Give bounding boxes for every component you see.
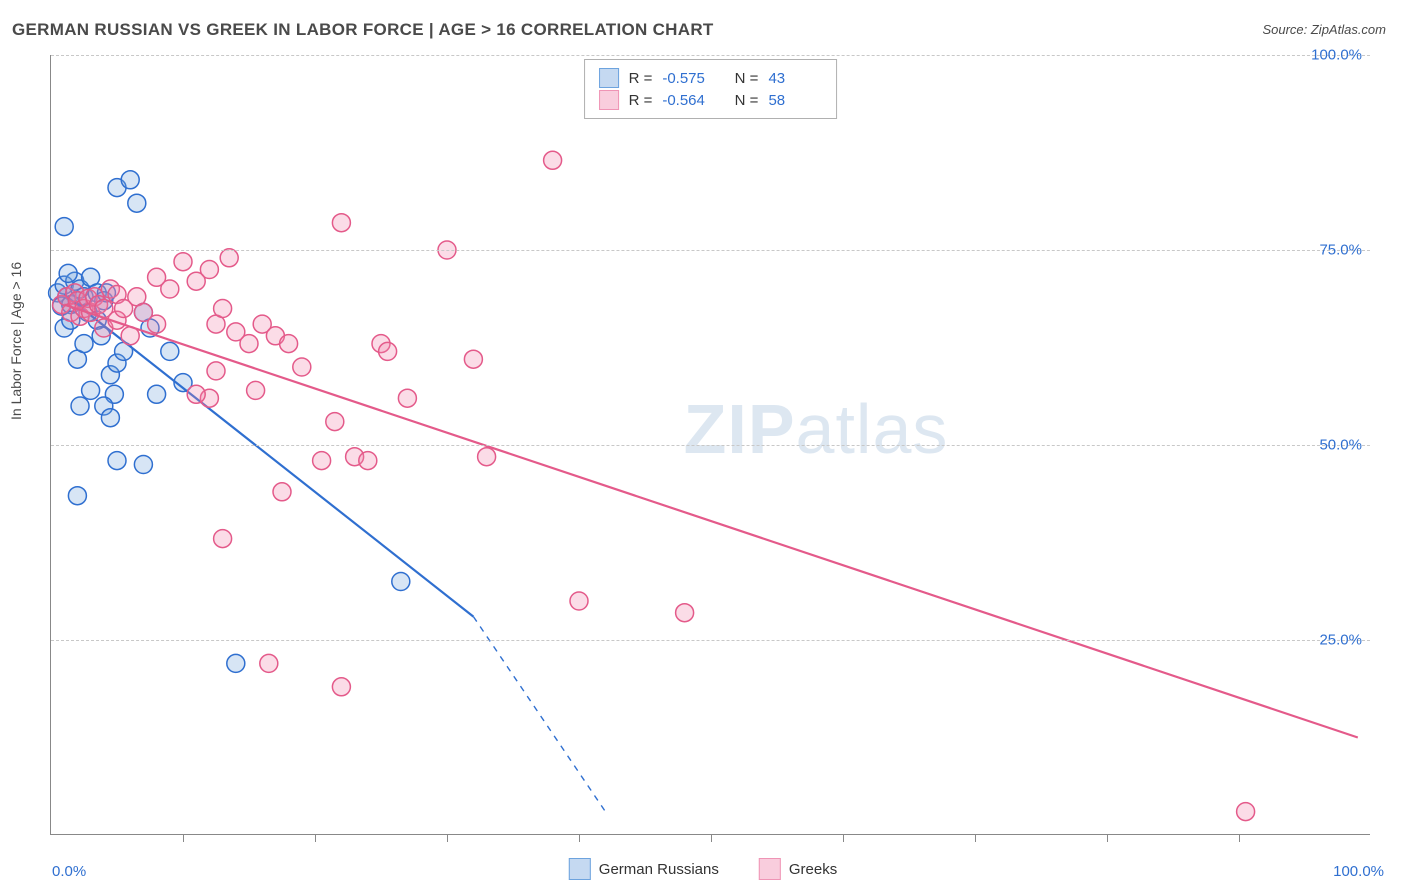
gridline: [51, 445, 1370, 446]
stats-row: R = -0.575 N = 43: [599, 68, 823, 88]
gridline: [51, 55, 1370, 56]
regression-line-extrapolated: [473, 617, 605, 812]
scatter-point: [392, 573, 410, 591]
scatter-point: [326, 413, 344, 431]
scatter-point: [214, 300, 232, 318]
scatter-point: [398, 389, 416, 407]
scatter-point: [260, 654, 278, 672]
x-tick-mark: [1107, 834, 1108, 842]
scatter-point: [544, 151, 562, 169]
scatter-point: [75, 335, 93, 353]
r-value: -0.575: [662, 70, 716, 87]
legend-swatch: [759, 858, 781, 880]
scatter-point: [108, 452, 126, 470]
x-tick-mark: [975, 834, 976, 842]
y-axis-label: In Labor Force | Age > 16: [8, 262, 24, 420]
scatter-point: [148, 385, 166, 403]
x-tick-mark: [315, 834, 316, 842]
scatter-point: [174, 253, 192, 271]
scatter-point: [379, 342, 397, 360]
series-swatch: [599, 68, 619, 88]
scatter-point: [71, 397, 89, 415]
x-tick-mark: [183, 834, 184, 842]
scatter-point: [200, 261, 218, 279]
stats-row: R = -0.564 N = 58: [599, 90, 823, 110]
scatter-point: [273, 483, 291, 501]
legend-item: German Russians: [569, 858, 719, 880]
scatter-point: [128, 194, 146, 212]
x-tick-mark: [447, 834, 448, 842]
x-tick-mark: [711, 834, 712, 842]
n-label: N =: [726, 92, 758, 109]
source-attribution: Source: ZipAtlas.com: [1262, 22, 1386, 37]
scatter-point: [187, 385, 205, 403]
series-legend: German Russians Greeks: [569, 858, 837, 880]
scatter-point: [247, 381, 265, 399]
r-label: R =: [629, 70, 653, 87]
legend-swatch: [569, 858, 591, 880]
scatter-point: [59, 264, 77, 282]
y-tick-label: 75.0%: [1319, 242, 1362, 259]
y-tick-label: 50.0%: [1319, 437, 1362, 454]
series-swatch: [599, 90, 619, 110]
n-value: 58: [768, 92, 822, 109]
y-tick-label: 100.0%: [1311, 47, 1362, 64]
scatter-point: [121, 171, 139, 189]
scatter-point: [332, 678, 350, 696]
x-tick-mark: [843, 834, 844, 842]
source-label: Source:: [1262, 22, 1310, 37]
scatter-point: [676, 604, 694, 622]
scatter-point: [359, 452, 377, 470]
gridline: [51, 250, 1370, 251]
scatter-point: [570, 592, 588, 610]
x-tick-mark: [579, 834, 580, 842]
scatter-point: [1237, 803, 1255, 821]
scatter-point: [148, 315, 166, 333]
scatter-point: [464, 350, 482, 368]
x-axis-min-label: 0.0%: [52, 863, 86, 880]
r-label: R =: [629, 92, 653, 109]
scatter-point: [161, 280, 179, 298]
correlation-stats-box: R = -0.575 N = 43R = -0.564 N = 58: [584, 59, 838, 119]
x-axis-max-label: 100.0%: [1333, 863, 1384, 880]
scatter-point: [134, 456, 152, 474]
r-value: -0.564: [662, 92, 716, 109]
scatter-point: [68, 487, 86, 505]
x-tick-mark: [1239, 834, 1240, 842]
legend-item: Greeks: [759, 858, 837, 880]
regression-line: [64, 305, 1358, 738]
scatter-point: [101, 409, 119, 427]
n-value: 43: [768, 70, 822, 87]
scatter-point: [280, 335, 298, 353]
gridline: [51, 640, 1370, 641]
plot-area: R = -0.575 N = 43R = -0.564 N = 58 ZIPat…: [50, 55, 1370, 835]
source-name: ZipAtlas.com: [1311, 22, 1386, 37]
y-tick-label: 25.0%: [1319, 632, 1362, 649]
scatter-point: [478, 448, 496, 466]
scatter-point: [207, 362, 225, 380]
scatter-point: [214, 530, 232, 548]
chart-title: GERMAN RUSSIAN VS GREEK IN LABOR FORCE |…: [12, 20, 714, 40]
scatter-point: [313, 452, 331, 470]
scatter-point: [332, 214, 350, 232]
legend-label: Greeks: [789, 861, 837, 878]
scatter-point: [161, 342, 179, 360]
n-label: N =: [726, 70, 758, 87]
scatter-point: [227, 654, 245, 672]
scatter-point: [293, 358, 311, 376]
scatter-point: [55, 218, 73, 236]
scatter-point: [82, 381, 100, 399]
legend-label: German Russians: [599, 861, 719, 878]
scatter-point: [220, 249, 238, 267]
scatter-point: [240, 335, 258, 353]
